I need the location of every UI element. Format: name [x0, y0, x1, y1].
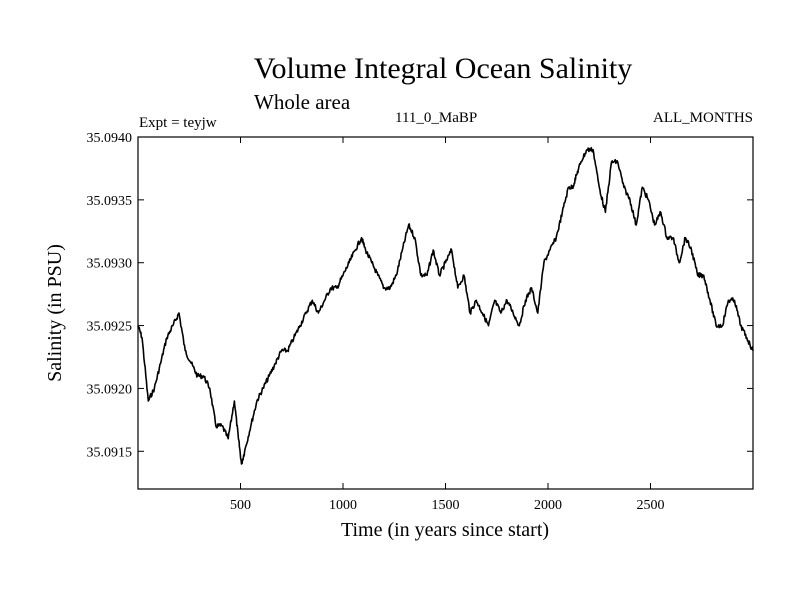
x-tick-label: 1000 [329, 498, 357, 513]
experiment-label: Expt = teyjw [139, 115, 217, 131]
months-label: ALL_MONTHS [653, 110, 753, 126]
x-tick-label: 1500 [432, 498, 460, 513]
x-tick-label: 2000 [534, 498, 562, 513]
y-tick-label: 35.0920 [87, 382, 133, 397]
chart-subtitle: Whole area [254, 90, 351, 114]
y-tick-label: 35.0915 [87, 445, 133, 460]
x-tick-label: 500 [230, 498, 251, 513]
chart-title: Volume Integral Ocean Salinity [253, 52, 633, 85]
x-tick-label: 2500 [637, 498, 665, 513]
y-tick-label: 35.0940 [87, 131, 133, 146]
plot-frame [137, 136, 754, 490]
salinity-series-line [137, 146, 754, 465]
y-tick-label: 35.0925 [87, 320, 133, 335]
y-tick-label: 35.0930 [87, 257, 133, 272]
y-tick-label: 35.0935 [87, 194, 133, 209]
run-id-label: 111_0_MaBP [395, 110, 478, 126]
x-axis-label: Time (in years since start) [341, 519, 549, 541]
y-axis-label: Salinity (in PSU) [44, 244, 66, 382]
